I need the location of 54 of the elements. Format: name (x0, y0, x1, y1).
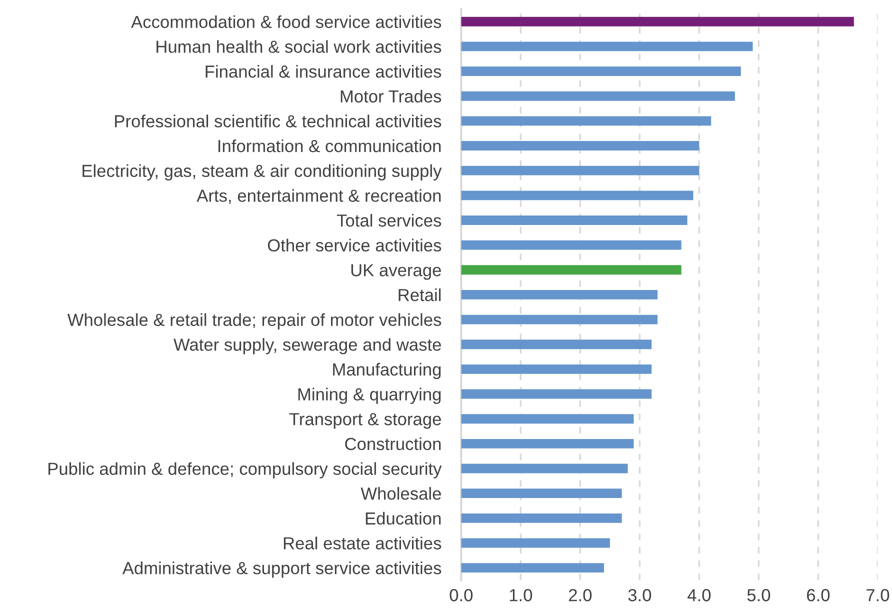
y-tick-label: Retail (398, 288, 441, 302)
bar (461, 538, 610, 548)
bar (461, 66, 741, 76)
bar (461, 513, 622, 523)
x-tick-label: 1.0 (510, 589, 532, 602)
y-tick-label: Wholesale & retail trade; repair of motor vehicles (67, 313, 442, 330)
y-tick-label: UK average (351, 264, 441, 280)
bar (461, 438, 634, 448)
bar (461, 190, 694, 200)
y-tick-label: Accommodation & food service activities (131, 15, 442, 28)
y-tick-label: Other service activities (268, 238, 442, 252)
y-tick-label: Administrative & support service activities (122, 562, 442, 578)
y-tick-label: Arts, entertainment & recreation (196, 189, 441, 204)
y-tick-label: Real estate activities (284, 536, 442, 550)
bar (461, 216, 688, 225)
y-tick-label: Information & communication (218, 139, 441, 152)
bar (461, 414, 634, 424)
bar (461, 166, 700, 176)
bar (461, 488, 622, 498)
bar (461, 389, 652, 399)
x-tick-label: 0.0 (450, 589, 473, 602)
bar (461, 16, 854, 26)
y-tick-label: Wholesale (360, 487, 441, 500)
y-tick-label: Public admin & defence; compulsory social security (48, 462, 442, 478)
y-tick-label: Professional scientific & technical activities (115, 114, 442, 128)
y-tick-label: Financial & insurance activities (206, 64, 442, 78)
bar (461, 42, 753, 52)
y-tick-label: Manufacturing (333, 362, 441, 380)
bar (461, 240, 682, 250)
x-tick-label: 4.0 (688, 589, 711, 602)
x-tick-label: 6.0 (807, 589, 830, 602)
y-tick-label: Electricity, gas, steam & air conditioning supply (82, 164, 442, 180)
x-tick-label: 7.0 (866, 589, 890, 602)
y-tick-label: Total services (336, 214, 442, 227)
y-tick-label: Water supply, sewerage and waste (174, 338, 441, 354)
bar (461, 563, 604, 573)
bar (461, 91, 735, 101)
bar (461, 141, 700, 150)
y-tick-label: Education (366, 512, 441, 525)
bar (461, 364, 652, 374)
bar (461, 116, 712, 126)
x-tick-label: 3.0 (628, 589, 652, 602)
x-tick-label: 2.0 (568, 589, 592, 602)
x-tick-label: 5.0 (747, 589, 770, 602)
y-tick-label: Motor Trades (340, 90, 442, 103)
y-tick-label: Transport & storage (289, 413, 441, 429)
y-tick-label: Mining & quarrying (298, 388, 441, 404)
y-tick-label: Construction (345, 437, 441, 450)
y-tick-label: Human health & social work activities (156, 40, 442, 53)
bar (461, 265, 682, 275)
bar (461, 340, 652, 350)
bar (461, 464, 628, 474)
bar (461, 314, 658, 324)
bar (461, 290, 658, 300)
